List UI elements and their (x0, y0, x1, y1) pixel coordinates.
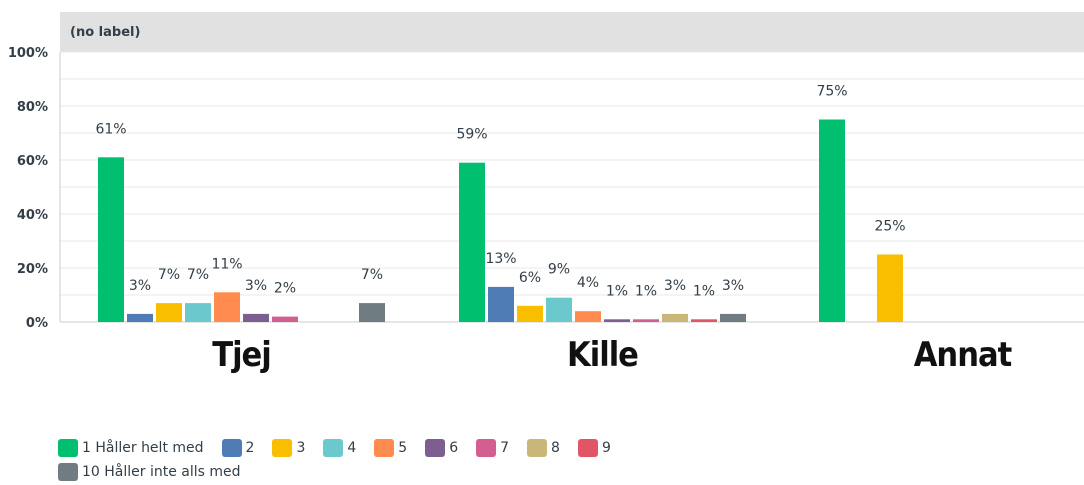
bar (517, 305, 543, 322)
bar (127, 313, 153, 322)
legend-swatch (58, 463, 78, 481)
data-label: 13% (485, 251, 516, 267)
chart-header-band (60, 12, 1084, 52)
legend-entry: 1 Håller helt med (58, 438, 204, 458)
bar (214, 292, 240, 322)
data-label: 1% (693, 283, 715, 299)
data-label: 7% (158, 267, 180, 283)
data-label: 61% (95, 121, 126, 137)
legend-label: 4 (347, 440, 357, 456)
bar (98, 157, 124, 322)
bar (662, 313, 688, 322)
legend-entry: 8 (527, 438, 560, 458)
legend-swatch (221, 439, 242, 457)
bar (633, 319, 659, 322)
data-label: 6% (519, 270, 541, 286)
legend-swatch (527, 439, 548, 457)
legend-swatch (425, 439, 446, 457)
legend: 1 Håller helt med 2 3 4 5 6 7 8 9 10 Håller inte … (58, 438, 778, 482)
chart-title: (no label) (70, 25, 140, 40)
legend-entry: 2 (221, 438, 255, 458)
legend-entry: 7 (476, 438, 509, 458)
bar (185, 303, 211, 322)
bar (819, 119, 845, 322)
data-label: 4% (577, 275, 599, 291)
legend-swatch (58, 439, 78, 457)
data-label: 2% (274, 281, 296, 297)
legend-label: 9 (601, 440, 611, 456)
bars (98, 119, 903, 322)
data-label: 7% (361, 267, 383, 283)
legend-label: 5 (398, 440, 408, 456)
data-label: 3% (722, 278, 744, 294)
category-labels: Tjej Kille Annat (212, 335, 1012, 375)
bar (546, 297, 572, 322)
data-label: 3% (664, 278, 686, 294)
bar (575, 311, 601, 322)
legend-entry: 9 (577, 438, 611, 458)
bar (459, 162, 485, 322)
bar (272, 316, 298, 322)
bar (604, 319, 630, 322)
data-label: 1% (635, 283, 657, 299)
y-axis-ticks: 0% 20% 40% 60% 80% 100% (8, 46, 48, 331)
legend-swatch (374, 439, 395, 457)
legend-entry: 3 (272, 438, 305, 458)
legend-entry: 10 Håller inte alls med (58, 462, 241, 482)
bar (488, 286, 514, 322)
gridlines (59, 51, 1084, 323)
y-tick-label: 40% (17, 208, 48, 223)
legend-entry: 4 (323, 438, 356, 458)
bar (720, 313, 746, 322)
legend-label: 6 (449, 440, 459, 456)
y-tick-label: 60% (17, 154, 48, 169)
chart: (no label) 0%20%40%60%80%100% 61%3%7% 7%1… (8, 12, 1084, 375)
legend-entry: 6 (425, 438, 458, 458)
data-label: 25% (874, 219, 905, 235)
legend-entry: 5 (374, 438, 407, 458)
data-label: 59% (456, 127, 487, 143)
bar (691, 319, 717, 322)
legend-swatch (323, 439, 344, 457)
legend-swatch (476, 439, 497, 457)
y-tick-label: 80% (17, 100, 48, 115)
data-labels: 61%3%7% 7%11%3% 2%7%59%13%6%9%4%1% 1% 3% 1% 3%… (95, 84, 905, 300)
legend-label: 2 (245, 440, 255, 456)
category-label: Annat (914, 335, 1012, 375)
y-tick-label: 20% (17, 262, 48, 277)
legend-label: 3 (296, 440, 306, 456)
data-label: 9% (548, 262, 570, 278)
legend-swatch (272, 439, 293, 457)
legend-label: 10 Håller inte alls med (82, 464, 241, 480)
category-label: Kille (567, 335, 638, 375)
y-tick-label: 0% (26, 316, 48, 331)
bar (243, 313, 269, 322)
bar (156, 303, 182, 322)
bar (359, 303, 385, 322)
legend-label: 7 (500, 440, 510, 456)
data-label: 3% (129, 278, 151, 294)
bar (877, 254, 903, 322)
y-tick-label: 100% (8, 46, 48, 61)
data-label: 75% (816, 84, 847, 100)
legend-swatch (577, 439, 598, 457)
legend-label: 1 Håller helt med (82, 440, 204, 456)
data-label: 1% (606, 283, 628, 299)
data-label: 7% (187, 267, 209, 283)
category-label: Tjej (212, 335, 271, 375)
data-label: 11% (211, 256, 242, 272)
data-label: 3% (245, 278, 267, 294)
legend-label: 8 (551, 440, 560, 456)
